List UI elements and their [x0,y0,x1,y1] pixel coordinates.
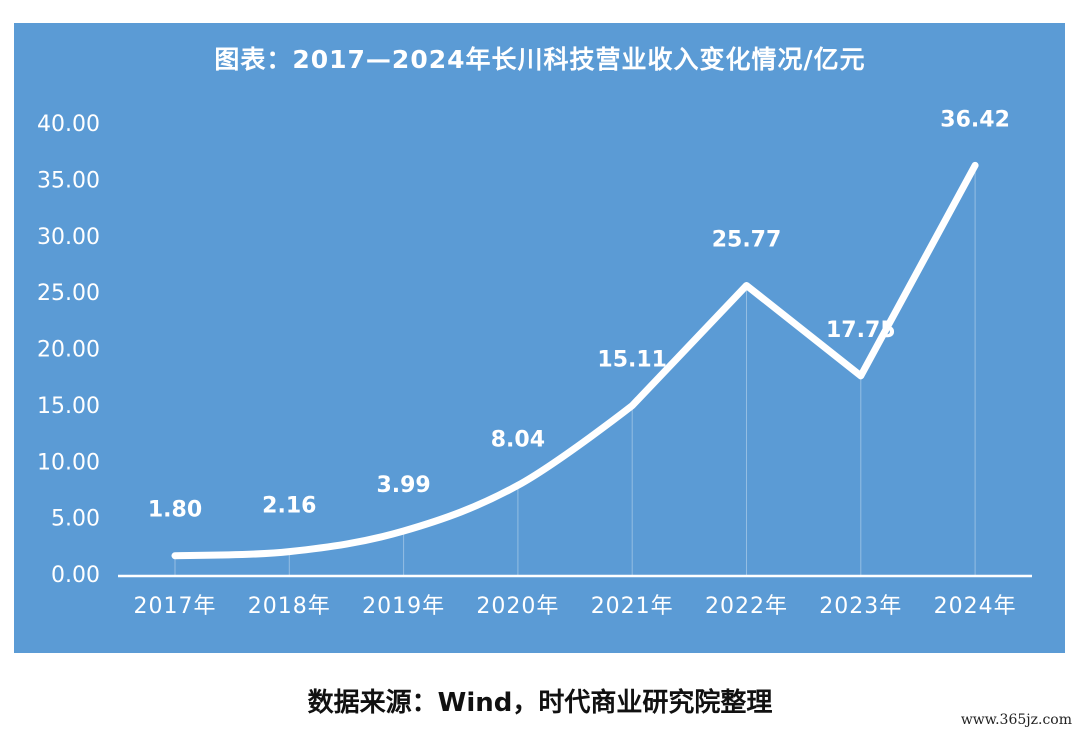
y-tick-label: 10.00 [37,450,100,475]
x-tick-label: 2018年 [248,594,331,619]
y-tick-label: 30.00 [37,225,100,250]
y-tick-label: 40.00 [37,112,100,137]
y-tick-label: 25.00 [37,281,100,306]
x-tick-label: 2019年 [362,594,445,619]
watermark: www.365jz.com [960,712,1072,728]
series-line [171,161,979,560]
data-label: 25.77 [712,227,782,252]
data-label: 2.16 [262,494,316,519]
source-note: 数据来源：Wind，时代商业研究院整理 [307,688,773,718]
data-label: 8.04 [491,427,545,452]
chart-title: 图表：2017—2024年长川科技营业收入变化情况/亿元 [214,45,866,74]
y-tick-label: 35.00 [37,168,100,193]
x-tick-label: 2021年 [591,594,674,619]
data-label: 1.80 [148,498,202,523]
y-tick-label: 0.00 [51,563,100,588]
data-label: 3.99 [376,473,430,498]
x-tick-label: 2024年 [934,594,1017,619]
x-tick-label: 2017年 [134,594,217,619]
y-tick-label: 5.00 [51,507,100,532]
data-label: 15.11 [597,348,667,373]
x-tick-label: 2022年 [705,594,788,619]
x-tick-label: 2023年 [819,594,902,619]
data-label: 17.75 [826,318,896,343]
x-tick-label: 2020年 [476,594,559,619]
chart-panel [14,23,1065,653]
y-tick-label: 15.00 [37,394,100,419]
data-label: 36.42 [940,107,1010,132]
y-tick-label: 20.00 [37,338,100,363]
